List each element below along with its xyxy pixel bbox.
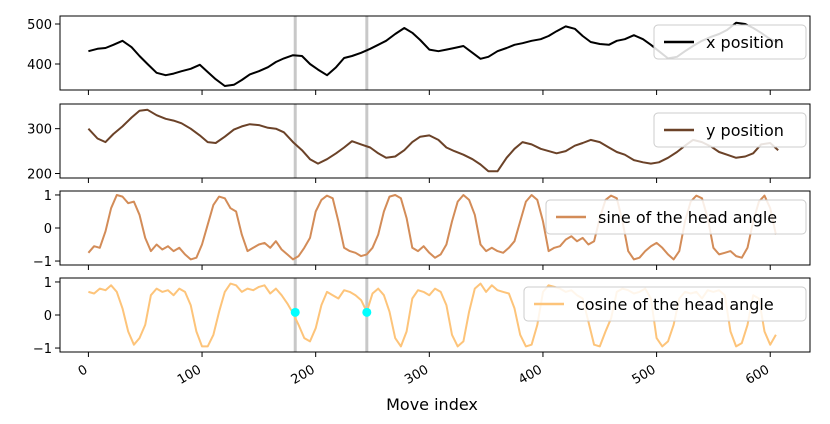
legend-box [653, 24, 807, 60]
x-axis-label: Move index [386, 395, 478, 414]
x-tick-label: 100 [175, 362, 204, 387]
y-tick-label: 0 [44, 309, 52, 324]
y-tick-label: 0 [44, 222, 52, 237]
y-tick-label: −1 [33, 342, 52, 357]
x-tick-label: 200 [289, 362, 318, 387]
x-axis: 0 100 200 300 400 500 600 [76, 362, 772, 387]
x-tick-label: 300 [402, 362, 431, 387]
x-tick-label: 0 [76, 362, 91, 379]
legend-label: y position [706, 121, 784, 140]
series-line [87, 108, 779, 173]
series-line [87, 194, 777, 261]
subplot-2: 200 300 y position [27, 103, 811, 183]
legend-box [545, 199, 807, 235]
marker-point [362, 307, 372, 317]
y-tick-label: 400 [27, 58, 52, 73]
legend-box [653, 112, 807, 148]
legend: sine of the head angle [545, 199, 807, 235]
subplots: 400 500 x position 200 300 y position 1 0 −1 sine… [27, 15, 811, 357]
subplot-3: 1 0 −1 sine of the head angle [33, 189, 811, 270]
y-tick-label: 500 [27, 18, 52, 33]
y-tick-label: −1 [33, 255, 52, 270]
y-tick-label: 200 [27, 168, 52, 183]
series-line [88, 282, 777, 348]
legend: y position [653, 112, 807, 148]
y-tick-label: 1 [44, 189, 52, 204]
subplot-1: 400 500 x position [27, 15, 811, 95]
subplot-4: 1 0 −1 cosine of the head angle [33, 276, 811, 357]
legend-label: x position [706, 33, 784, 52]
x-tick-label: 600 [743, 362, 772, 387]
legend-label: sine of the head angle [598, 208, 777, 227]
legend: x position [653, 24, 807, 60]
legend: cosine of the head angle [523, 286, 807, 322]
axes-frame [59, 103, 811, 179]
x-tick-label: 500 [630, 362, 659, 387]
marker-point [290, 307, 300, 317]
x-tick-label: 400 [516, 362, 545, 387]
axes-frame [59, 15, 811, 91]
legend-label: cosine of the head angle [576, 295, 774, 314]
y-tick-label: 300 [27, 123, 52, 138]
y-tick-label: 1 [44, 276, 52, 291]
legend-box [523, 286, 807, 322]
